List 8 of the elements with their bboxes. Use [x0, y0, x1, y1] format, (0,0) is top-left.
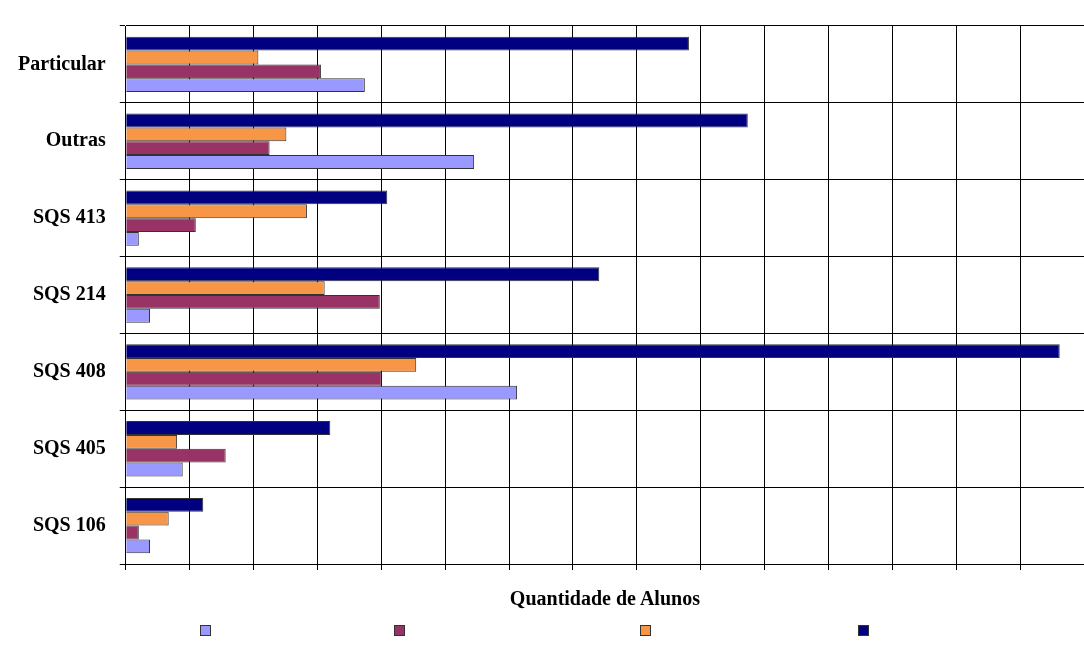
y-tick-label: Particular	[17, 51, 106, 74]
y-tick-label: Outras	[45, 128, 106, 151]
y-tick-label: SQS 214	[32, 282, 106, 305]
x-axis-title: Quantidade de Alunos	[509, 587, 701, 610]
y-tick-label: SQS 408	[32, 359, 106, 382]
y-tick-label: SQS 413	[32, 205, 106, 228]
y-tick-label: SQS 405	[32, 435, 106, 458]
y-tick-label: SQS 106	[32, 512, 106, 535]
